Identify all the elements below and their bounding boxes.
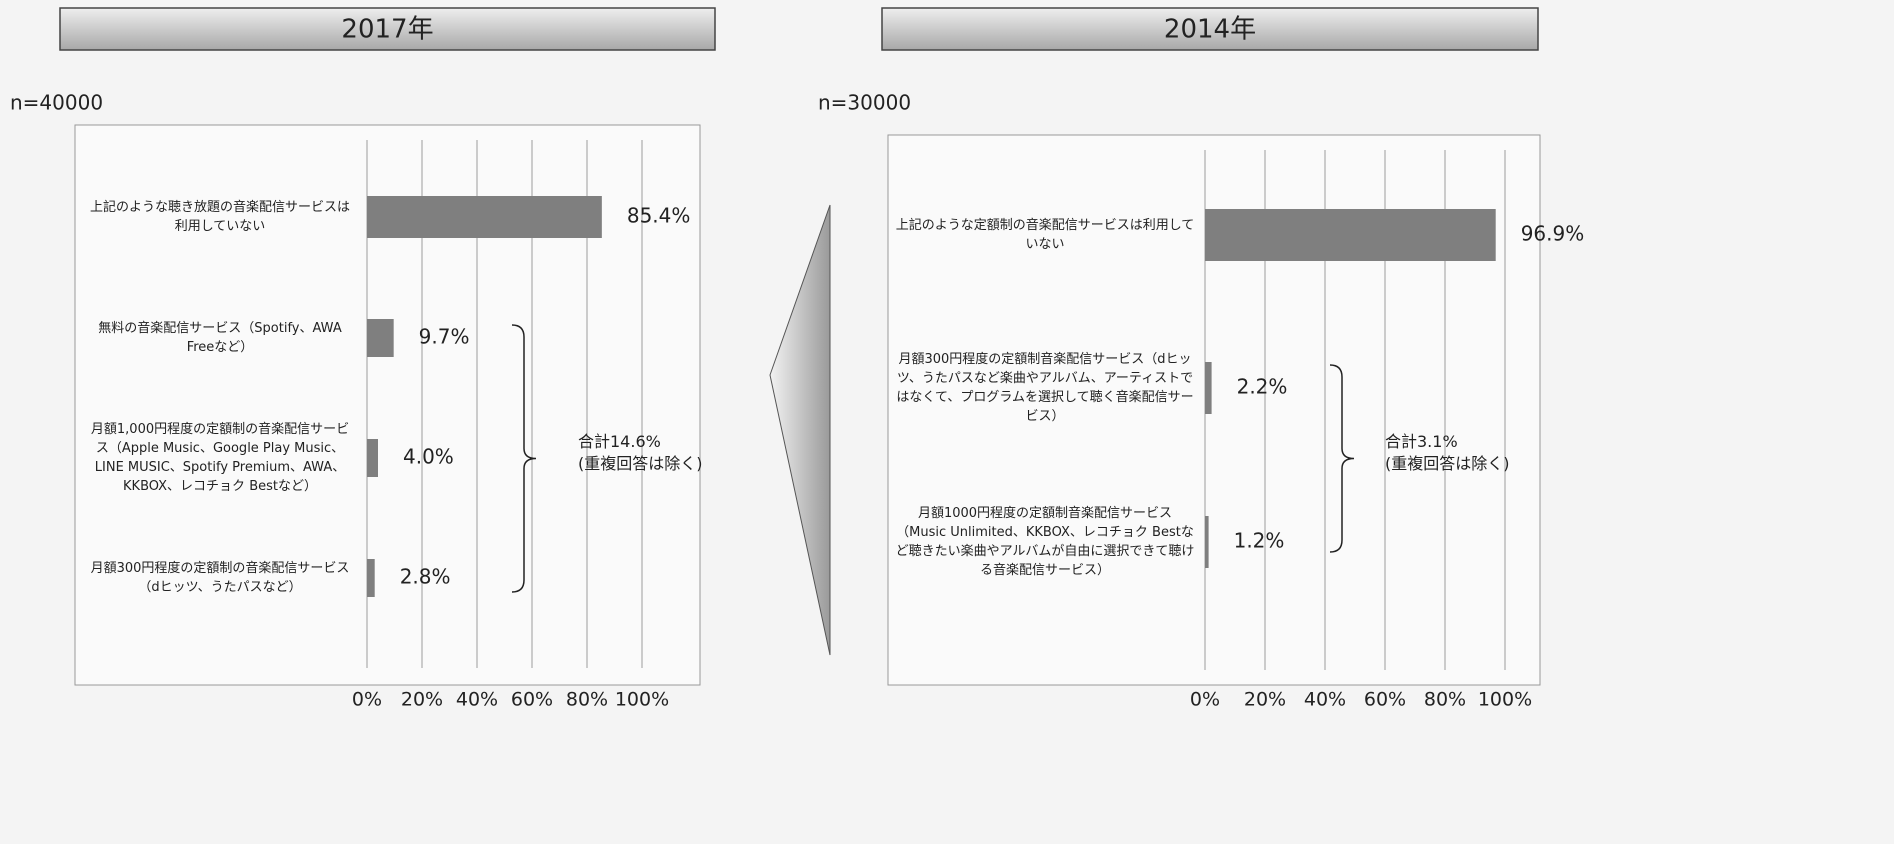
x-tick-label: 60% — [1364, 689, 1406, 711]
value-label: 2.8% — [400, 565, 451, 589]
bar — [1205, 516, 1209, 568]
category-label: 上記のような定額制の音楽配信サービスは利用していない — [895, 218, 1195, 252]
value-label: 2.2% — [1237, 375, 1288, 399]
bar — [367, 559, 375, 597]
annotation: 合計14.6% — [578, 432, 661, 451]
bar — [1205, 362, 1212, 414]
bracket — [1329, 364, 1355, 553]
x-tick-label: 0% — [1190, 689, 1220, 711]
x-tick-label: 20% — [1244, 689, 1286, 711]
value-label: 85.4% — [627, 204, 691, 228]
annotation: (重複回答は除く) — [578, 454, 703, 473]
title-bar — [59, 7, 716, 51]
value-label: 96.9% — [1521, 222, 1585, 246]
x-tick-label: 20% — [401, 689, 443, 711]
x-tick-label: 80% — [566, 689, 608, 711]
annotation: (重複回答は除く) — [1385, 454, 1510, 473]
category-label: 月額300円程度の定額制音楽配信サービス（dヒッツ、うたパスなど楽曲やアルバム、… — [896, 352, 1194, 424]
x-tick-label: 100% — [615, 689, 669, 711]
category-label: 月額300円程度の定額制の音楽配信サービス（dヒッツ、うたパスなど） — [90, 561, 350, 595]
chart-title: 2014年 — [1164, 15, 1256, 45]
annotation: 合計3.1% — [1385, 432, 1458, 451]
x-tick-label: 60% — [511, 689, 553, 711]
sample-size: n=40000 — [10, 91, 103, 115]
bar — [367, 439, 378, 477]
value-label: 4.0% — [403, 445, 454, 469]
x-tick-label: 40% — [456, 689, 498, 711]
category-label: 上記のような聴き放題の音楽配信サービスは利用していない — [89, 200, 350, 234]
chart-title: 2017年 — [341, 15, 433, 45]
category-label: 月額1000円程度の定額制音楽配信サービス（Music Unlimited、KK… — [895, 506, 1195, 578]
x-tick-label: 80% — [1424, 689, 1466, 711]
x-tick-label: 100% — [1478, 689, 1532, 711]
bracket — [511, 324, 537, 593]
bar — [1205, 209, 1496, 261]
sample-size: n=30000 — [818, 91, 911, 115]
title-bar — [881, 7, 1539, 51]
category-label: 無料の音楽配信サービス（Spotify、AWA Freeなど） — [98, 321, 342, 355]
x-tick-label: 40% — [1304, 689, 1346, 711]
bar — [367, 319, 394, 357]
value-label: 9.7% — [419, 325, 470, 349]
bar — [367, 196, 602, 238]
value-label: 1.2% — [1234, 529, 1285, 553]
category-label: 月額1,000円程度の定額制の音楽配信サービス（Apple Music、Goog… — [90, 422, 350, 494]
x-tick-label: 0% — [352, 689, 382, 711]
transition-arrow — [769, 204, 831, 656]
